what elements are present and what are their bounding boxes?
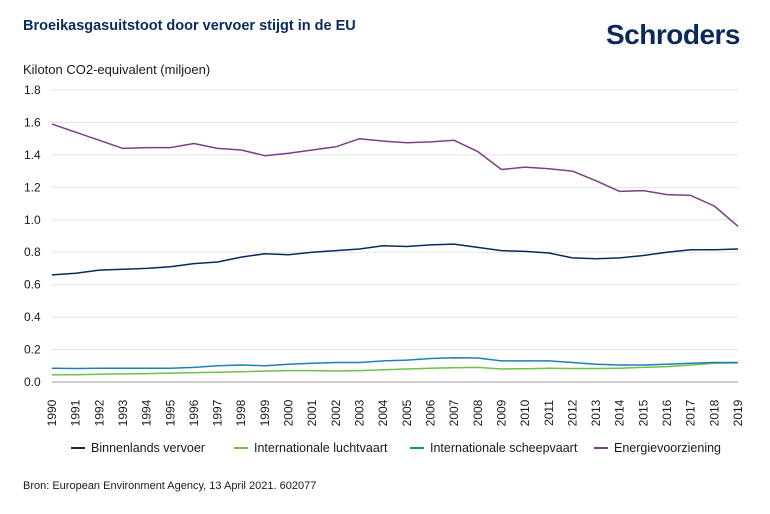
x-axis-ticks: 1990 1991 1992 1993 1994 1995 1996 1997 1998 1999… [45,399,745,426]
legend-label: Binnenlands vervoer [91,441,205,455]
x-tick-label: 2007 [447,399,461,426]
legend-label: Internationale luchtvaart [254,441,388,455]
y-tick-label: 0.6 [24,278,41,292]
x-tick-label: 1998 [234,399,248,426]
x-tick-label: 2010 [518,399,532,426]
x-tick-label: 2009 [494,399,508,426]
x-tick-label: 1994 [140,399,154,426]
chart-title: Broeikasgasuitstoot door vervoer stijgt … [23,18,356,34]
x-tick-label: 2002 [329,399,343,426]
x-tick-label: 2011 [542,400,556,426]
y-tick-label: 1.6 [24,115,41,129]
series-line-binnenlands-vervoer [51,243,739,276]
y-tick-label: 0.2 [24,343,41,357]
gridlines [52,89,738,383]
legend-label: Energievoorziening [614,441,721,455]
y-axis-ticks: 0.0 0.2 0.4 0.6 0.8 1.0 1.2 1.4 1.6 1.8 [24,83,41,389]
x-tick-label: 2012 [565,399,579,426]
x-tick-label: 2014 [613,399,627,426]
x-tick-label: 2004 [376,399,390,426]
y-axis-label: Kiloton CO2-equivalent (miljoen) [23,62,211,77]
y-tick-label: 1.4 [24,148,41,162]
series-lines [51,123,739,376]
y-tick-label: 1.8 [24,83,41,97]
y-tick-label: 0.4 [24,310,41,324]
y-tick-label: 1.0 [24,213,41,227]
series-line-internationale-luchtvaart [52,362,739,376]
x-tick-label: 2003 [353,399,367,426]
x-tick-label: 2016 [660,399,674,426]
x-tick-label: 1997 [211,399,225,426]
x-tick-label: 2001 [305,399,319,426]
x-tick-label: 2017 [684,399,698,426]
x-tick-label: 1990 [45,399,59,426]
source-note: Bron: European Environment Agency, 13 Ap… [23,480,317,492]
x-tick-label: 2013 [589,399,603,426]
x-tick-label: 1993 [116,399,130,426]
x-tick-label: 1992 [92,399,106,426]
x-tick-label: 1995 [163,399,177,426]
y-tick-label: 0.0 [24,375,41,389]
x-tick-label: 2005 [400,399,414,426]
y-tick-label: 1.2 [24,180,41,194]
x-tick-label: 2000 [282,399,296,426]
x-tick-label: 2018 [707,399,721,426]
y-tick-label: 0.8 [24,245,41,259]
legend-label: Internationale scheepvaart [430,441,578,455]
x-tick-label: 2008 [471,399,485,426]
x-tick-label: 2015 [636,399,650,426]
x-tick-label: 2006 [423,399,437,426]
x-tick-label: 2019 [731,399,745,426]
series-line-internationale-scheepvaart [51,356,738,370]
x-tick-label: 1991 [69,399,83,426]
schroders-logo: Schroders [606,19,741,50]
series-line-energievoorziening [51,123,739,227]
legend: Binnenlands vervoer Internationale luchtv… [71,441,721,455]
x-tick-label: 1996 [187,399,201,426]
x-tick-label: 1999 [258,399,272,426]
